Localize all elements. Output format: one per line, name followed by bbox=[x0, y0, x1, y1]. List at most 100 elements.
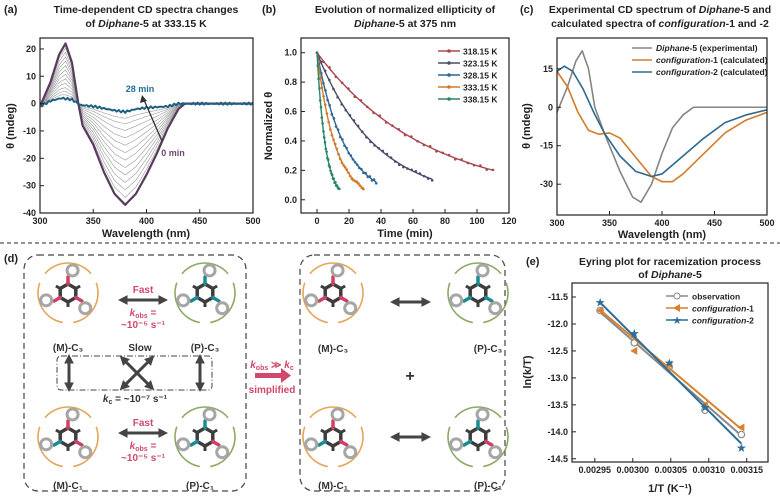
aryl-ring bbox=[449, 293, 464, 308]
methyl-group bbox=[75, 428, 81, 434]
rotation-arc bbox=[210, 282, 236, 324]
series-line-0-min bbox=[40, 42, 253, 206]
data-point bbox=[328, 165, 332, 169]
chart-a-title-line1: Time-dependent CD spectra changes bbox=[54, 4, 239, 16]
data-point bbox=[330, 113, 334, 116]
methyl-group bbox=[212, 284, 218, 290]
data-point bbox=[355, 180, 359, 184]
legend-marker bbox=[447, 73, 451, 77]
x-tick-label: 0.00305 bbox=[654, 465, 687, 475]
data-point bbox=[343, 165, 347, 169]
x-tick-label: 0 bbox=[314, 216, 319, 226]
data-point bbox=[737, 430, 746, 439]
y-tick-label: -14.0 bbox=[547, 427, 568, 437]
data-point bbox=[318, 99, 322, 102]
data-point bbox=[345, 146, 348, 150]
cross-arrow-2-icon bbox=[119, 355, 155, 391]
rotation-arc bbox=[174, 426, 200, 468]
aryl-ring bbox=[215, 301, 230, 316]
y-tick-label: 0 bbox=[31, 99, 36, 109]
arm-linker bbox=[211, 295, 221, 303]
legend-label: configuration-1 bbox=[692, 304, 754, 314]
label-right-m-c1: (M)-C₁ bbox=[318, 481, 348, 492]
data-point bbox=[491, 168, 495, 172]
benzene-core bbox=[58, 425, 78, 449]
data-point bbox=[317, 77, 320, 81]
legend-marker: ★ bbox=[672, 315, 682, 327]
legend-marker bbox=[447, 61, 451, 65]
benzene-core bbox=[195, 425, 215, 449]
rotation-arc bbox=[309, 406, 357, 419]
x-tick-label: 80 bbox=[440, 216, 450, 226]
double-arrow-right-top-icon bbox=[390, 297, 431, 307]
data-point bbox=[318, 86, 321, 90]
rotation-arc bbox=[181, 262, 229, 275]
label-m-c1: (M)-C₁ bbox=[53, 481, 83, 492]
chart-e-ylabel: ln(k/T) bbox=[522, 355, 534, 388]
chart-a-ylabel: θ (mdeg) bbox=[5, 103, 17, 149]
data-point bbox=[336, 96, 339, 99]
rotation-arc bbox=[483, 282, 509, 324]
label-right-m-c3: (M)-C₃ bbox=[318, 344, 349, 355]
fit-line bbox=[599, 309, 743, 430]
data-point bbox=[366, 175, 370, 179]
double-arrow-fast-bottom-icon bbox=[118, 428, 168, 438]
x-tick-label: 450 bbox=[192, 216, 207, 226]
data-point bbox=[453, 157, 457, 161]
label-slow: Slow bbox=[128, 343, 152, 354]
data-point bbox=[347, 87, 350, 90]
series-line-2 bbox=[557, 65, 767, 178]
legend-label-italic: configuration bbox=[692, 304, 746, 314]
annotation-28-min: 28 min bbox=[126, 84, 155, 94]
x-tick-label: 500 bbox=[245, 216, 260, 226]
rotation-arc bbox=[44, 406, 92, 419]
chart-b-xlabel: Time (min) bbox=[377, 228, 433, 240]
legend-label-rest: -2 (calculated) bbox=[710, 67, 767, 77]
arm-linker bbox=[189, 439, 199, 447]
data-point bbox=[356, 124, 360, 128]
data-point bbox=[328, 128, 332, 131]
x-tick-label: 100 bbox=[469, 216, 484, 226]
methyl-group bbox=[212, 428, 218, 434]
x-tick-label: 350 bbox=[86, 216, 101, 226]
aryl-ring bbox=[475, 407, 490, 422]
methyl-group bbox=[320, 284, 326, 290]
y-tick-label: -14.5 bbox=[547, 454, 568, 464]
aryl-ring bbox=[449, 437, 464, 452]
y-tick-label: -10 bbox=[23, 126, 36, 136]
data-point bbox=[337, 152, 340, 156]
benzene-core bbox=[58, 281, 78, 305]
data-point bbox=[665, 360, 673, 369]
y-tick-label: -13.0 bbox=[547, 373, 568, 383]
double-arrow-m-icon bbox=[64, 354, 74, 392]
data-point bbox=[472, 163, 476, 167]
arrow-head bbox=[158, 295, 168, 305]
chart-c-xlabel: Wavelength (nm) bbox=[618, 229, 707, 241]
data-point bbox=[381, 149, 385, 153]
data-point bbox=[327, 120, 330, 124]
legend-label: 318.15 K bbox=[463, 47, 498, 57]
data-point bbox=[334, 75, 338, 79]
right-scheme-box bbox=[299, 254, 506, 492]
plus-sign: + bbox=[405, 368, 414, 385]
simplified-label: simplified bbox=[249, 385, 296, 396]
data-point bbox=[332, 177, 336, 180]
data-point bbox=[350, 177, 354, 181]
data-point bbox=[340, 103, 343, 106]
data-point bbox=[737, 423, 745, 432]
rotation-arc bbox=[37, 282, 63, 324]
label-fast-bottom: Fast bbox=[133, 418, 154, 429]
arm-linker bbox=[339, 439, 349, 447]
data-point bbox=[416, 139, 419, 143]
data-point: ★ bbox=[736, 441, 747, 455]
data-point bbox=[466, 161, 470, 165]
y-tick-label: 0.4 bbox=[284, 136, 297, 146]
data-point bbox=[316, 64, 320, 67]
y-tick-label: 0.2 bbox=[284, 165, 297, 175]
legend-label: 323.15 K bbox=[463, 59, 498, 69]
aryl-ring bbox=[39, 437, 54, 452]
chart-c-title-line2: calculated spectra of configuration-1 an… bbox=[551, 18, 769, 30]
y-tick-label: -13.5 bbox=[547, 400, 568, 410]
y-tick-label: 0 bbox=[548, 102, 553, 112]
data-point bbox=[391, 124, 394, 128]
